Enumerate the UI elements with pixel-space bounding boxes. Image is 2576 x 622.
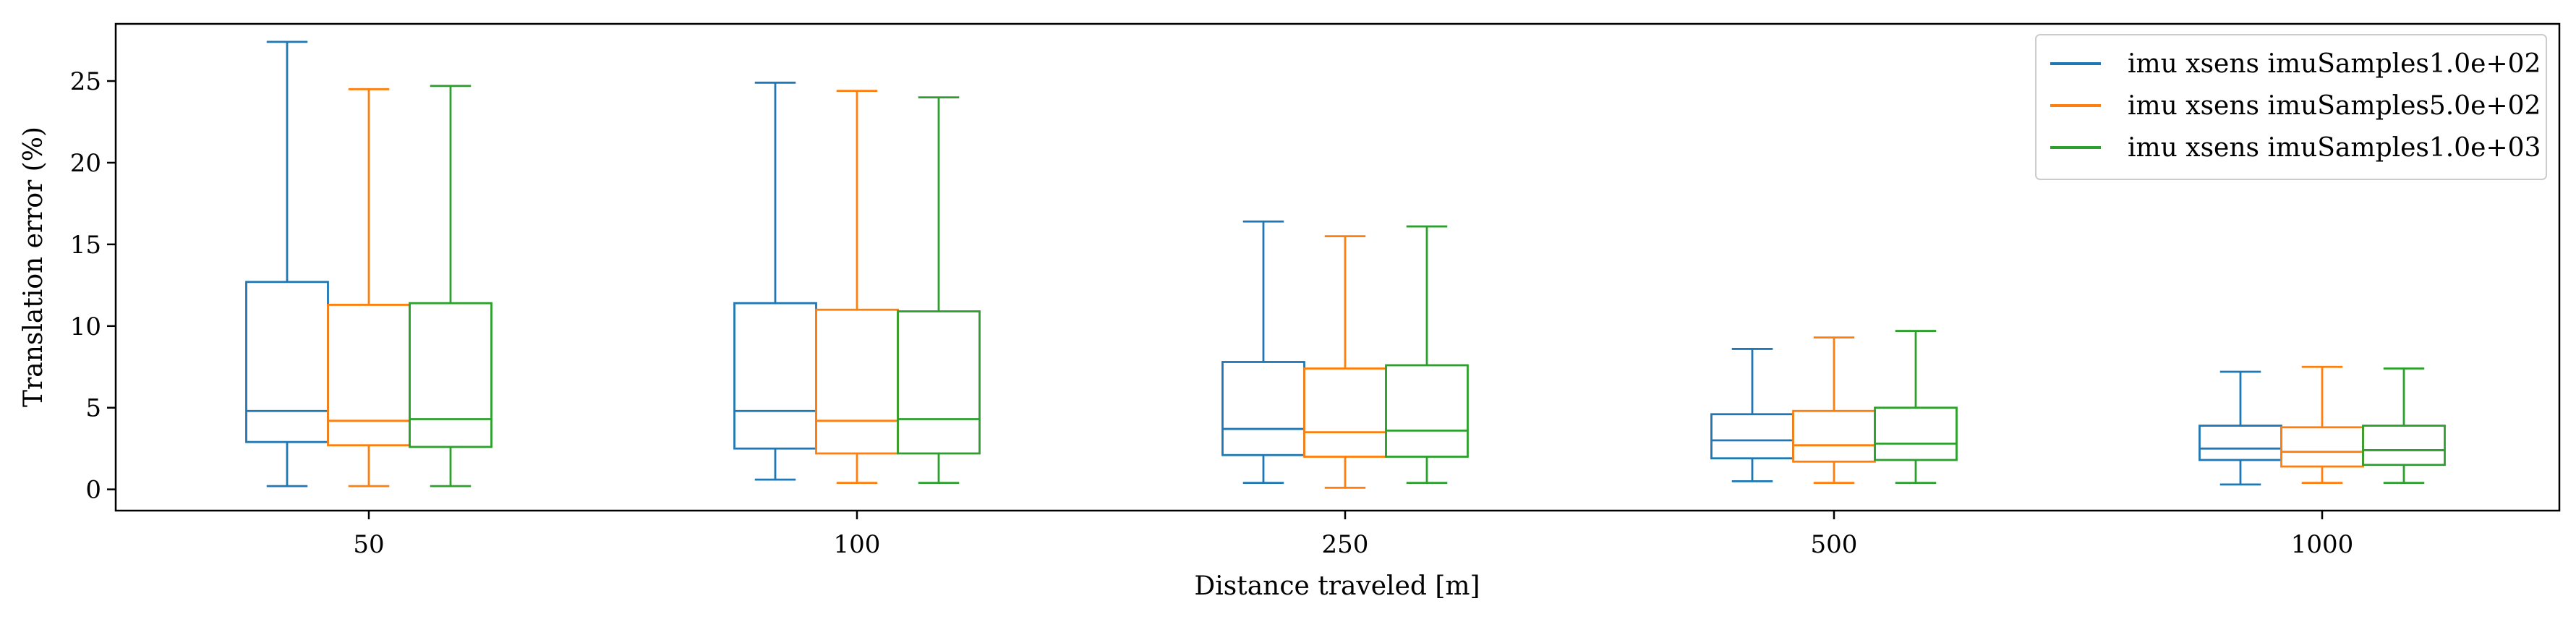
box-iqr (733, 302, 817, 450)
box-iqr (897, 310, 981, 455)
box-500-series-2 (1792, 336, 1876, 485)
box-iqr (2280, 426, 2364, 468)
y-axis-label: Translation error (%) (19, 127, 48, 407)
x-axis: 50 100 250 500 1000 (353, 511, 2353, 559)
box-iqr (409, 302, 492, 448)
box-iqr (327, 304, 411, 447)
box-1000-series-1 (2198, 370, 2282, 486)
box-iqr (1303, 367, 1387, 458)
y-tick-label: 10 (70, 312, 101, 341)
x-axis-label: Distance traveled [m] (1194, 571, 1480, 601)
box-250-series-2 (1303, 235, 1387, 489)
box-50-series-1 (245, 41, 329, 487)
box-iqr (815, 308, 899, 455)
box-100-series-3 (897, 96, 981, 485)
box-iqr (1385, 364, 1469, 458)
box-iqr (1874, 406, 1958, 461)
legend-item-1: imu xsens imuSamples1.0e+02 (2050, 49, 2541, 79)
legend-item-2: imu xsens imuSamples5.0e+02 (2050, 91, 2541, 121)
box-100-series-1 (733, 81, 817, 481)
x-tick-label: 500 (1811, 530, 1858, 559)
y-tick-label: 5 (85, 394, 101, 423)
y-tick-label: 15 (70, 231, 101, 260)
box-1000-series-2 (2280, 365, 2364, 485)
box-50-series-2 (327, 88, 411, 487)
box-250-series-1 (1221, 220, 1305, 485)
box-iqr (1221, 361, 1305, 456)
y-tick-label: 0 (85, 476, 101, 505)
y-tick-label: 20 (70, 149, 101, 178)
plot-area (245, 41, 2446, 489)
box-100-series-2 (815, 90, 899, 485)
box-50-series-3 (409, 85, 492, 487)
legend: imu xsens imuSamples1.0e+02 imu xsens imu… (2035, 34, 2547, 180)
box-1000-series-3 (2362, 367, 2446, 485)
y-tick-label: 25 (70, 67, 101, 96)
box-iqr (245, 281, 329, 443)
box-iqr (2362, 425, 2446, 466)
box-500-series-3 (1874, 330, 1958, 485)
x-tick-label: 1000 (2291, 530, 2354, 559)
box-250-series-3 (1385, 225, 1469, 485)
box-iqr (1710, 413, 1794, 460)
box-iqr (2198, 425, 2282, 461)
box-iqr (1792, 409, 1876, 463)
x-tick-label: 50 (353, 530, 384, 559)
plot-frame (114, 22, 2561, 512)
x-tick-label: 100 (834, 530, 881, 559)
legend-frame (2035, 34, 2547, 180)
y-axis: 0 5 10 15 20 25 (70, 67, 116, 505)
legend-label: imu xsens imuSamples1.0e+03 (2128, 133, 2541, 163)
box-500-series-1 (1710, 348, 1794, 482)
legend-label: imu xsens imuSamples5.0e+02 (2128, 91, 2541, 121)
legend-item-3: imu xsens imuSamples1.0e+03 (2050, 133, 2541, 163)
legend-label: imu xsens imuSamples1.0e+02 (2128, 49, 2541, 79)
x-tick-label: 250 (1322, 530, 1369, 559)
